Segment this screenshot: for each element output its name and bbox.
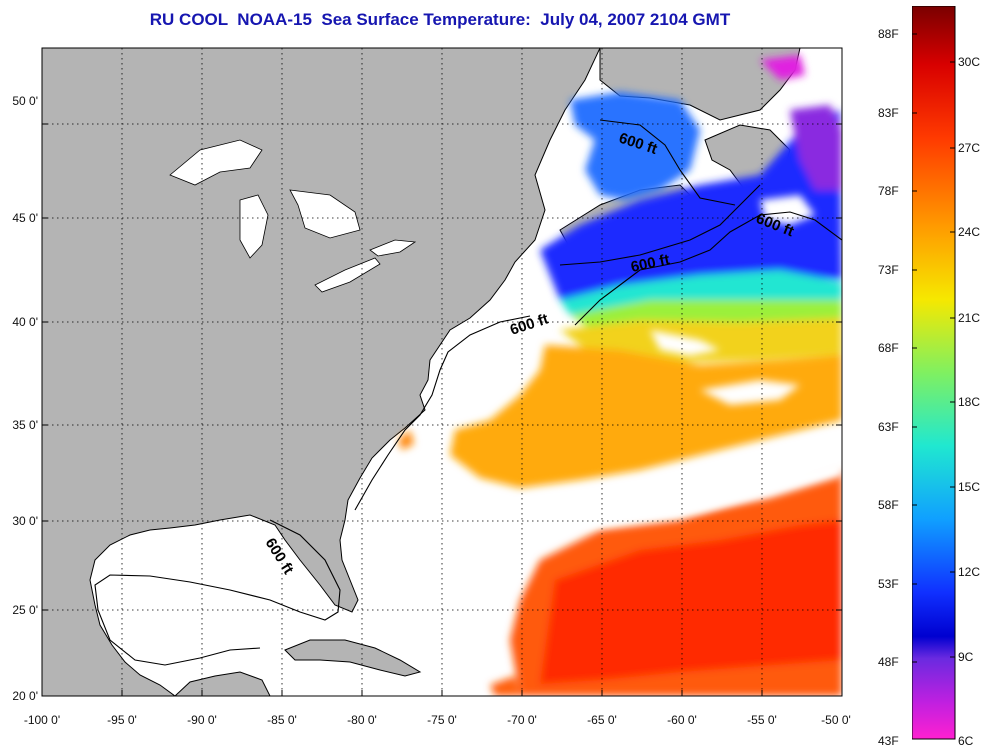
temperature-colorbar: 88F <box>912 6 956 740</box>
lat-label-40: 40 0' <box>12 315 38 329</box>
lon-label-100: -100 0' <box>24 713 60 727</box>
lat-label-35: 35 0' <box>12 418 38 432</box>
lon-label-70: -70 0' <box>507 713 537 727</box>
land-cuba <box>284 639 422 677</box>
sst-labrador-patch <box>760 55 805 80</box>
lat-label-20: 20 0' <box>12 689 38 703</box>
sst-nearshore-patch <box>398 430 414 450</box>
lat-label-25: 25 0' <box>12 603 38 617</box>
lon-label-55: -55 0' <box>747 713 777 727</box>
sst-labrador-purple <box>790 105 842 190</box>
sst-south-patch <box>490 676 520 696</box>
colorbar-gradient <box>912 6 956 740</box>
sst-yellow-band <box>560 318 842 362</box>
lon-label-95: -95 0' <box>107 713 137 727</box>
axis-ticks <box>42 123 842 696</box>
sst-hot-core <box>540 520 842 684</box>
isobath-600ft-outer <box>559 184 761 266</box>
sst-orange-field <box>450 345 842 488</box>
lon-label-90: -90 0' <box>187 713 217 727</box>
lake-erie <box>314 257 381 293</box>
lat-label-30: 30 0' <box>12 514 38 528</box>
lake-michigan-huron <box>239 189 361 259</box>
lon-label-65: -65 0' <box>587 713 617 727</box>
lon-label-60: -60 0' <box>667 713 697 727</box>
sst-gulf-of-stlawrence <box>570 92 700 200</box>
isobath-600ft-southeast <box>354 315 531 511</box>
graticule <box>42 48 842 696</box>
lake-superior <box>169 139 263 186</box>
cloud-cover <box>580 195 842 528</box>
lon-label-50: -50 0' <box>821 713 851 727</box>
isobath-600ft-northeast <box>574 211 842 326</box>
land-north-america <box>42 48 601 696</box>
isobath-600ft-gulf <box>94 519 341 666</box>
map-title: RU COOL NOAA-15 Sea Surface Temperature:… <box>149 10 731 29</box>
sst-cold-shelf <box>540 110 842 300</box>
lon-label-85: -85 0' <box>267 713 297 727</box>
lat-label-45: 45 0' <box>12 211 38 225</box>
lake-ontario <box>369 239 417 257</box>
lon-label-75: -75 0' <box>427 713 457 727</box>
lon-label-80: -80 0' <box>347 713 377 727</box>
land-yucatan <box>174 671 271 696</box>
lat-label-50: 50 0' <box>12 94 38 108</box>
